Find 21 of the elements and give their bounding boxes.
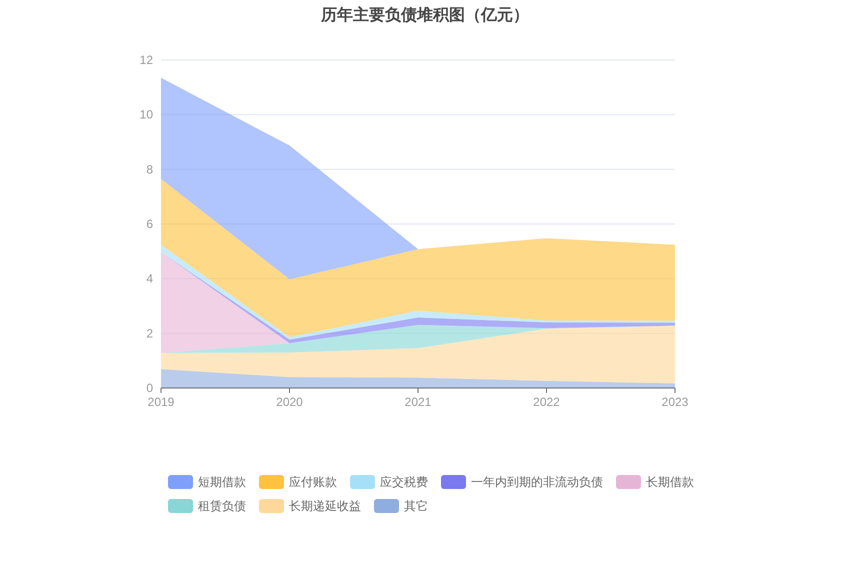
x-tick-label: 2023 [662, 395, 689, 409]
legend-label: 应付账款 [289, 475, 337, 489]
legend-label: 租赁负债 [198, 499, 246, 513]
legend-label: 其它 [404, 499, 428, 513]
y-tick-label: 4 [146, 272, 154, 286]
y-tick-label: 6 [146, 217, 154, 231]
x-tick-label: 2019 [148, 395, 175, 409]
legend-label: 应交税费 [380, 475, 428, 489]
y-tick-label: 10 [140, 108, 154, 122]
legend-label: 短期借款 [198, 475, 246, 489]
legend-label: 长期递延收益 [289, 499, 361, 513]
legend-label: 一年内到期的非流动负债 [471, 475, 603, 489]
legend-label: 长期借款 [646, 475, 694, 489]
y-tick-label: 12 [140, 53, 154, 67]
y-tick-label: 8 [146, 162, 154, 176]
chart-title: 历年主要负债堆积图（亿元） [320, 5, 529, 24]
x-tick-label: 2020 [276, 395, 304, 409]
y-tick-label: 0 [146, 381, 154, 395]
y-tick-label: 2 [146, 326, 154, 340]
x-tick-label: 2022 [533, 395, 560, 409]
x-tick-label: 2021 [404, 395, 432, 409]
